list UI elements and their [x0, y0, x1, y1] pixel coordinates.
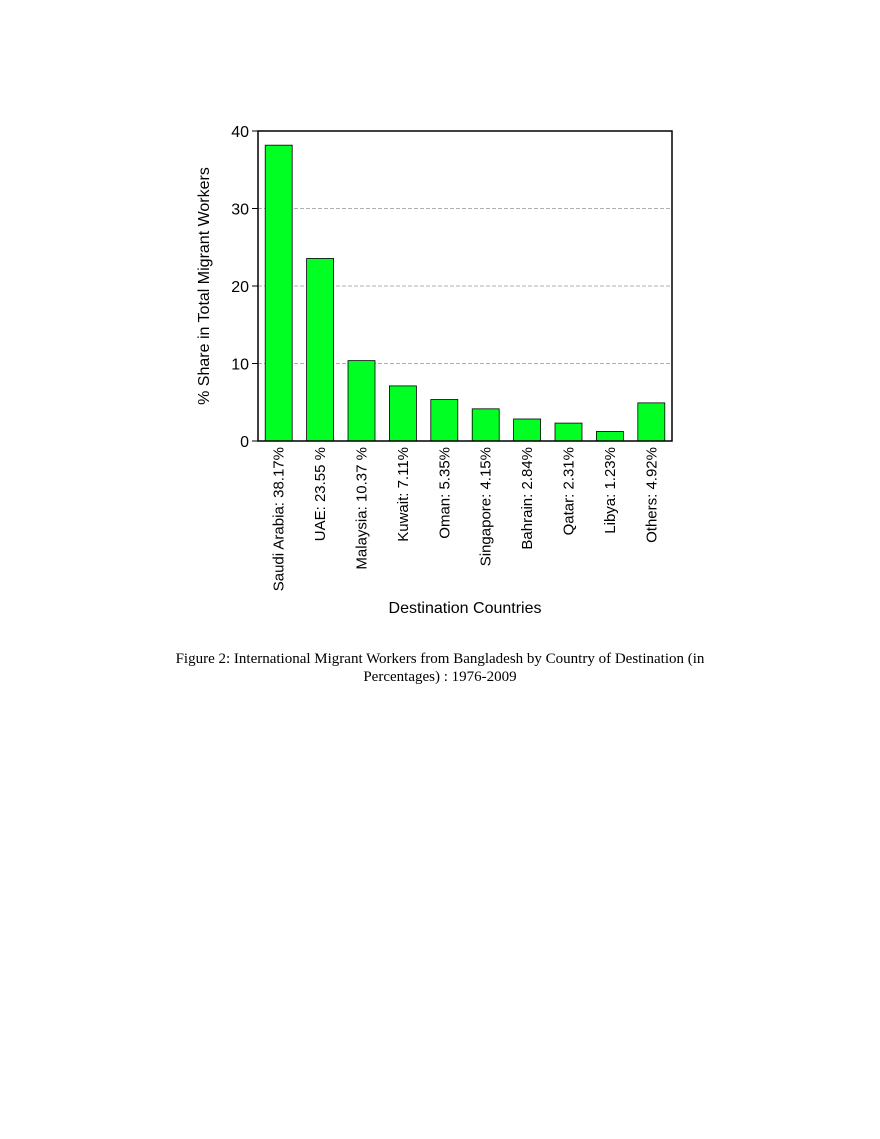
caption-line-2: Percentages) : 1976-2009: [363, 669, 517, 685]
x-axis-title: Destination Countries: [389, 600, 542, 617]
y-tick-label: 20: [231, 279, 249, 296]
y-axis-title: % Share in Total Migrant Workers: [196, 167, 213, 405]
bar: [554, 422, 583, 442]
bar: [513, 418, 541, 442]
bar: [430, 399, 459, 442]
bar: [637, 402, 666, 442]
x-category-label: UAE: 23.55 %: [312, 447, 329, 541]
y-tick-label: 0: [240, 434, 249, 451]
x-category-label: Kuwait: 7.11%: [395, 447, 412, 542]
x-category-label: Singapore: 4.15%: [478, 447, 495, 566]
x-category-label: Bahrain: 2.84%: [519, 447, 536, 550]
x-category-label: Libya: 1.23%: [602, 447, 619, 534]
x-category-label: Qatar: 2.31%: [561, 447, 578, 535]
x-category-label: Malaysia: 10.37 %: [354, 447, 371, 570]
bar: [347, 360, 376, 442]
figure-caption: Figure 2: International Migrant Workers …: [110, 650, 770, 686]
caption-line-1: Figure 2: International Migrant Workers …: [175, 651, 705, 667]
y-axis-ticks: 0 10 20 30 40: [231, 124, 258, 451]
bar: [388, 385, 417, 442]
bar-chart: 0 10 20 30 40 Saudi Arabia: 38.17% UAE: 23.55…: [196, 124, 673, 617]
bar: [596, 431, 624, 442]
bar: [471, 408, 500, 442]
y-tick-label: 30: [231, 202, 249, 219]
x-category-label: Oman: 5.35%: [436, 447, 453, 539]
bar: [264, 144, 293, 442]
bar: [306, 258, 335, 442]
x-category-label: Saudi Arabia: 38.17%: [271, 447, 288, 591]
y-tick-label: 10: [231, 357, 249, 374]
y-tick-label: 40: [231, 124, 249, 141]
bars: [264, 144, 666, 442]
x-category-label: Others: 4.92%: [643, 447, 660, 543]
x-axis-category-labels: Saudi Arabia: 38.17% UAE: 23.55 % Malaysia…: [271, 447, 661, 591]
